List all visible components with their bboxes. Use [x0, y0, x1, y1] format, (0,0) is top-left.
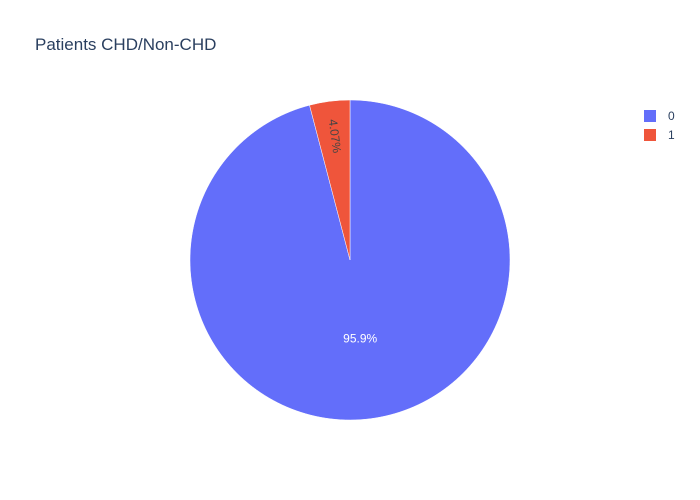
pie-labels: 95.9% 4.07% [326, 118, 378, 345]
legend-label-1: 1 [668, 127, 675, 142]
pie-slice-label-1: 4.07% [326, 118, 344, 154]
legend[interactable]: 0 1 [644, 106, 675, 144]
legend-item-0[interactable]: 0 [644, 106, 675, 125]
legend-label-0: 0 [668, 108, 675, 123]
pie-slices [189, 99, 511, 421]
pie-slice-label-0: 95.9% [343, 332, 377, 346]
legend-swatch-0 [644, 109, 656, 122]
chart-title: Patients CHD/Non-CHD [35, 35, 217, 54]
legend-swatch-1 [644, 128, 656, 141]
legend-item-1[interactable]: 1 [644, 125, 675, 144]
pie-slice-1[interactable] [309, 99, 351, 261]
